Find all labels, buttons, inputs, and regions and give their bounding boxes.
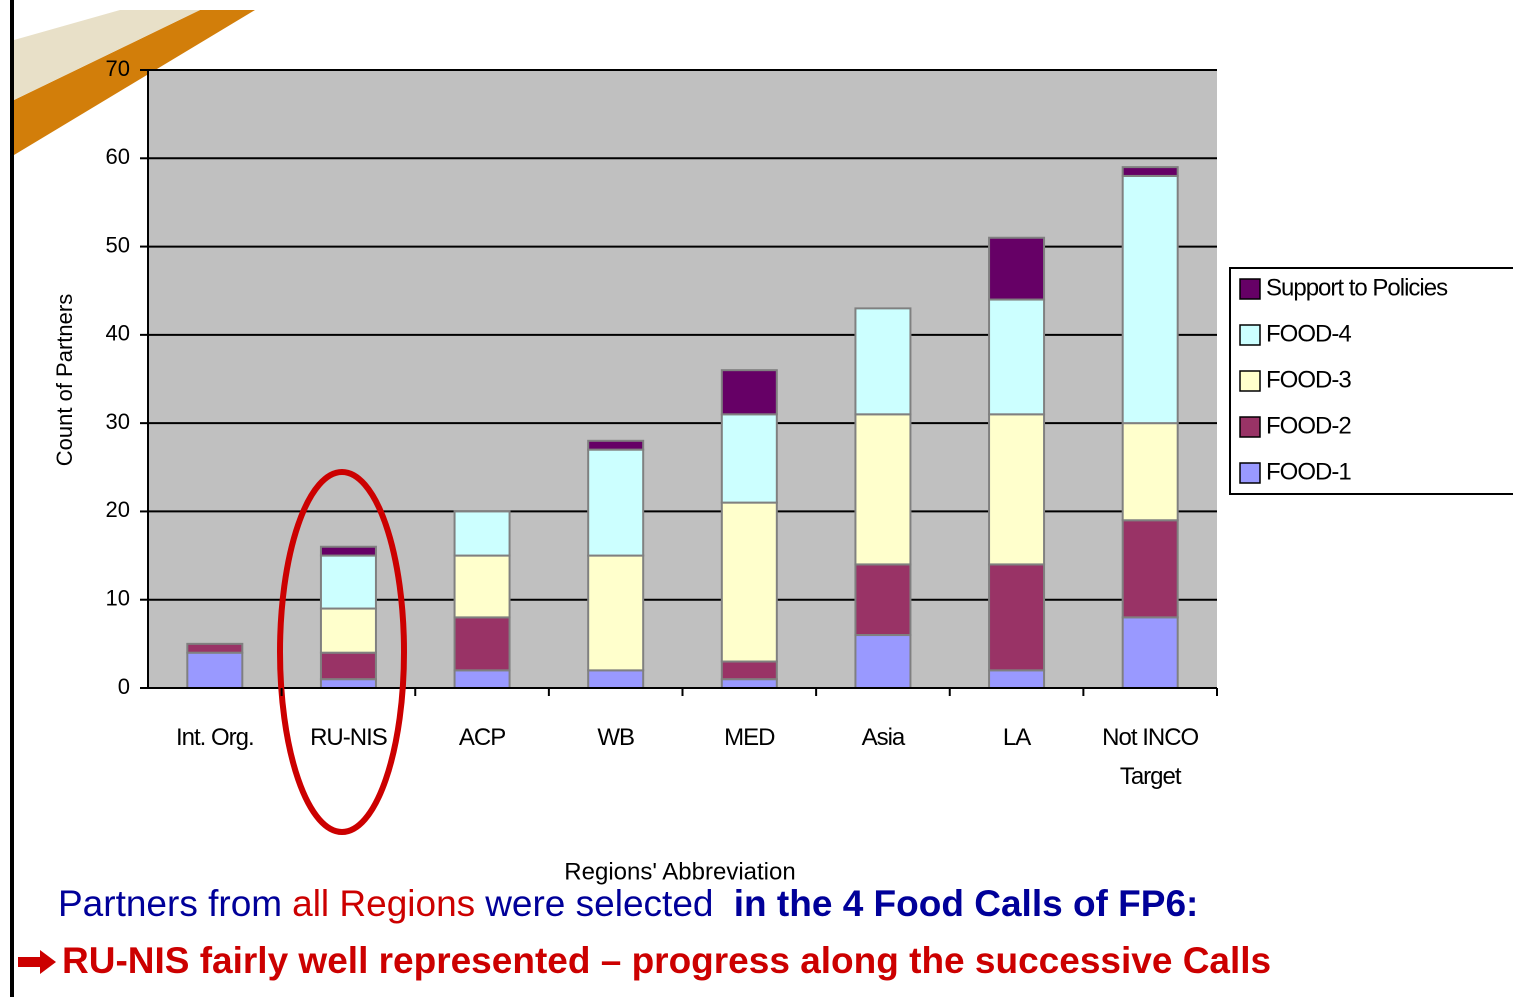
y-tick-label: 70 (106, 56, 130, 81)
y-tick-label: 20 (106, 497, 130, 522)
legend-swatch (1239, 370, 1261, 392)
y-tick-label: 50 (106, 232, 130, 257)
bar-segment (988, 236, 1046, 301)
bar-segment (319, 545, 377, 557)
y-tick-label: 10 (106, 586, 130, 611)
y-tick-label: 30 (106, 409, 130, 434)
bar-segment (988, 669, 1046, 689)
plot-area (148, 70, 1217, 688)
legend-label: Support to Policies (1266, 274, 1448, 301)
headline-segment: all Regions (292, 883, 476, 924)
bar-segment (453, 669, 511, 689)
x-tick-label: Not INCO Target (1102, 724, 1199, 790)
bar-segment (1121, 166, 1179, 177)
bar-segment (854, 413, 912, 566)
arrow (18, 950, 56, 974)
x-tick-label: WB (597, 724, 635, 751)
headline-segment: in the 4 Food Calls of FP6: (723, 883, 1199, 924)
legend-swatch (1239, 416, 1261, 438)
headline: Partners from all Regions were selected in… (58, 883, 1208, 925)
bar-segment (319, 554, 377, 610)
subheadline-text: RU-NIS fairly well represented – progres… (62, 940, 1272, 981)
legend-swatch (1239, 324, 1261, 346)
x-axis-label: Regions' Abbreviation (564, 858, 795, 885)
bar-segment (854, 563, 912, 637)
legend-label: FOOD-3 (1266, 366, 1351, 393)
bar-segment (1121, 422, 1179, 522)
x-tick-label: LA (1002, 724, 1031, 751)
bar-segment (720, 660, 778, 681)
y-tick-label: 60 (106, 144, 130, 169)
bar-segment (1121, 174, 1179, 425)
legend-swatch (1239, 462, 1261, 484)
y-axis-label: Count of Partners (52, 294, 77, 466)
bar-segment (186, 651, 244, 690)
bar-segment (1121, 519, 1179, 619)
bar-segment (1121, 616, 1179, 689)
bar-segment (319, 607, 377, 654)
x-tick-label: ACP (458, 724, 506, 751)
x-tick-label: RU-NIS (310, 724, 388, 751)
y-tick-label: 40 (106, 321, 130, 346)
bars (186, 166, 1179, 690)
bar-segment (453, 510, 511, 557)
legend-label: FOOD-2 (1266, 412, 1351, 439)
bar-segment (587, 448, 645, 557)
headline-segment: were selected (485, 883, 714, 924)
bar-segment (453, 554, 511, 619)
legend-label: FOOD-4 (1266, 320, 1351, 347)
legend: Support to Policies FOOD-4 FOOD-3 FOOD-2 FOO… (1239, 274, 1449, 485)
highlight-ellipse (277, 469, 407, 835)
y-tick-label: 0 (118, 674, 130, 699)
bar-segment (587, 439, 645, 451)
bar-segment (988, 298, 1046, 416)
decor-stripe (14, 10, 255, 155)
bar-segment (319, 678, 377, 690)
headline-segment: Partners from (58, 883, 283, 924)
bar-segment (319, 651, 377, 681)
bar-segment (453, 616, 511, 672)
bar-segment (988, 563, 1046, 672)
bar-segment (720, 369, 778, 416)
subheadline: RU-NIS fairly well represented – progres… (62, 940, 1281, 982)
bar-segment (720, 501, 778, 663)
x-tick-label: Asia (861, 724, 906, 751)
decor-stripe-light (14, 10, 200, 100)
bar-segment (854, 307, 912, 416)
bar-segment (854, 634, 912, 689)
legend-label: FOOD-1 (1266, 458, 1351, 485)
legend-box (1229, 267, 1513, 495)
x-tick-label: MED (724, 724, 775, 751)
bar-segment (587, 669, 645, 689)
legend-swatch (1239, 278, 1261, 300)
bar-segment (587, 554, 645, 672)
bar-segment (988, 413, 1046, 566)
x-tick-label: Int. Org. (175, 724, 255, 751)
bar-segment (720, 678, 778, 690)
bar-segment (186, 642, 244, 654)
bar-segment (720, 413, 778, 504)
